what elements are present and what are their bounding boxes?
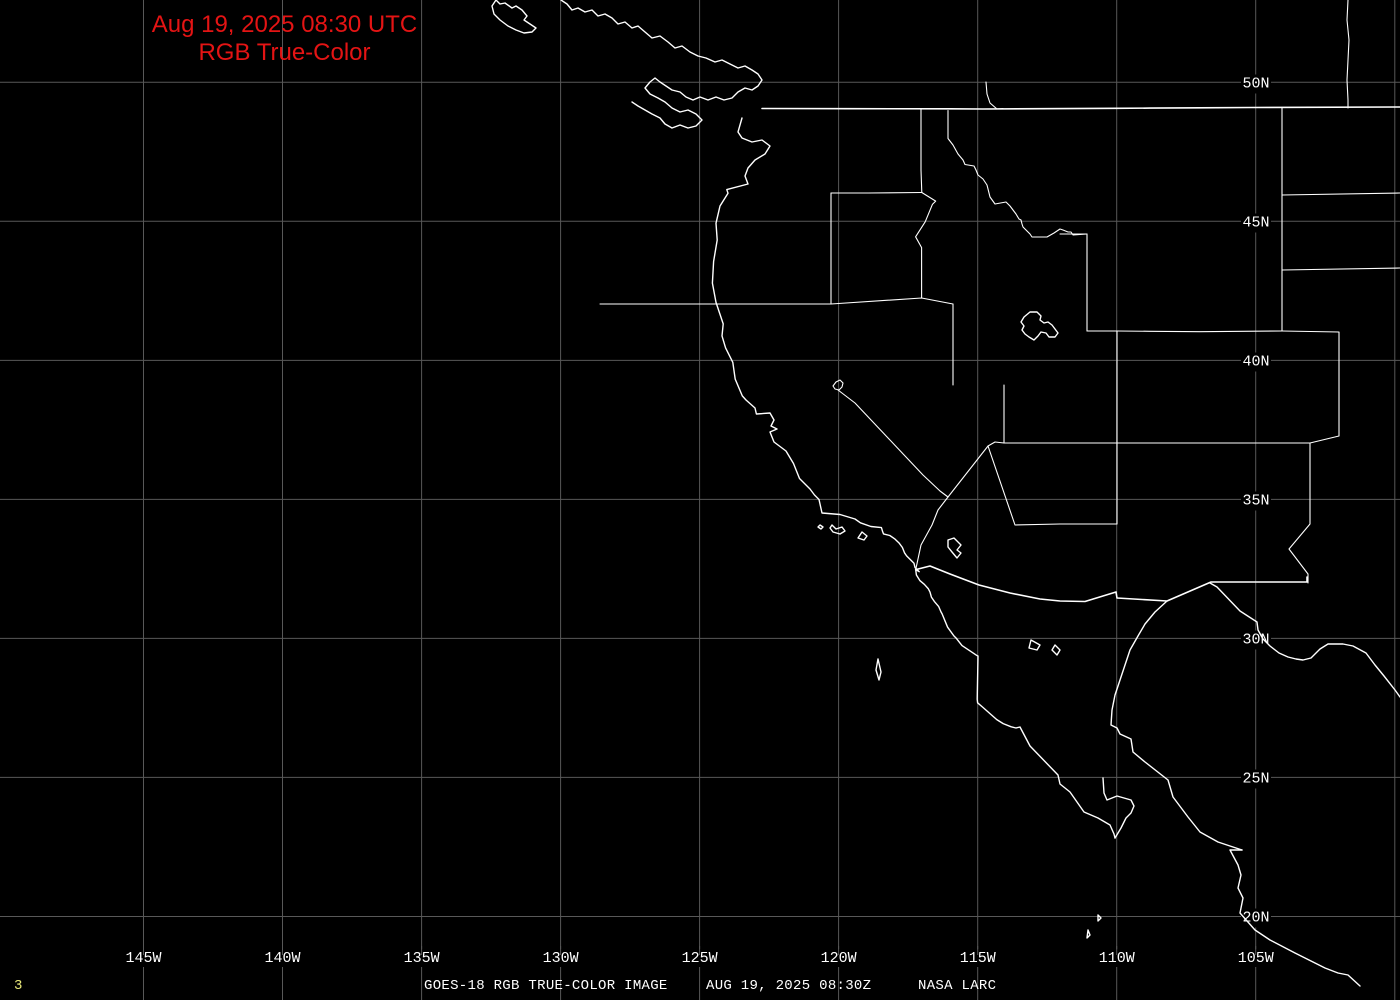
svg-text:30N: 30N bbox=[1242, 632, 1269, 649]
svg-text:25N: 25N bbox=[1242, 771, 1269, 788]
svg-text:20N: 20N bbox=[1242, 910, 1269, 927]
svg-text:50N: 50N bbox=[1242, 76, 1269, 93]
svg-text:40N: 40N bbox=[1242, 354, 1269, 371]
svg-text:45N: 45N bbox=[1242, 215, 1269, 232]
svg-text:35N: 35N bbox=[1242, 493, 1269, 510]
